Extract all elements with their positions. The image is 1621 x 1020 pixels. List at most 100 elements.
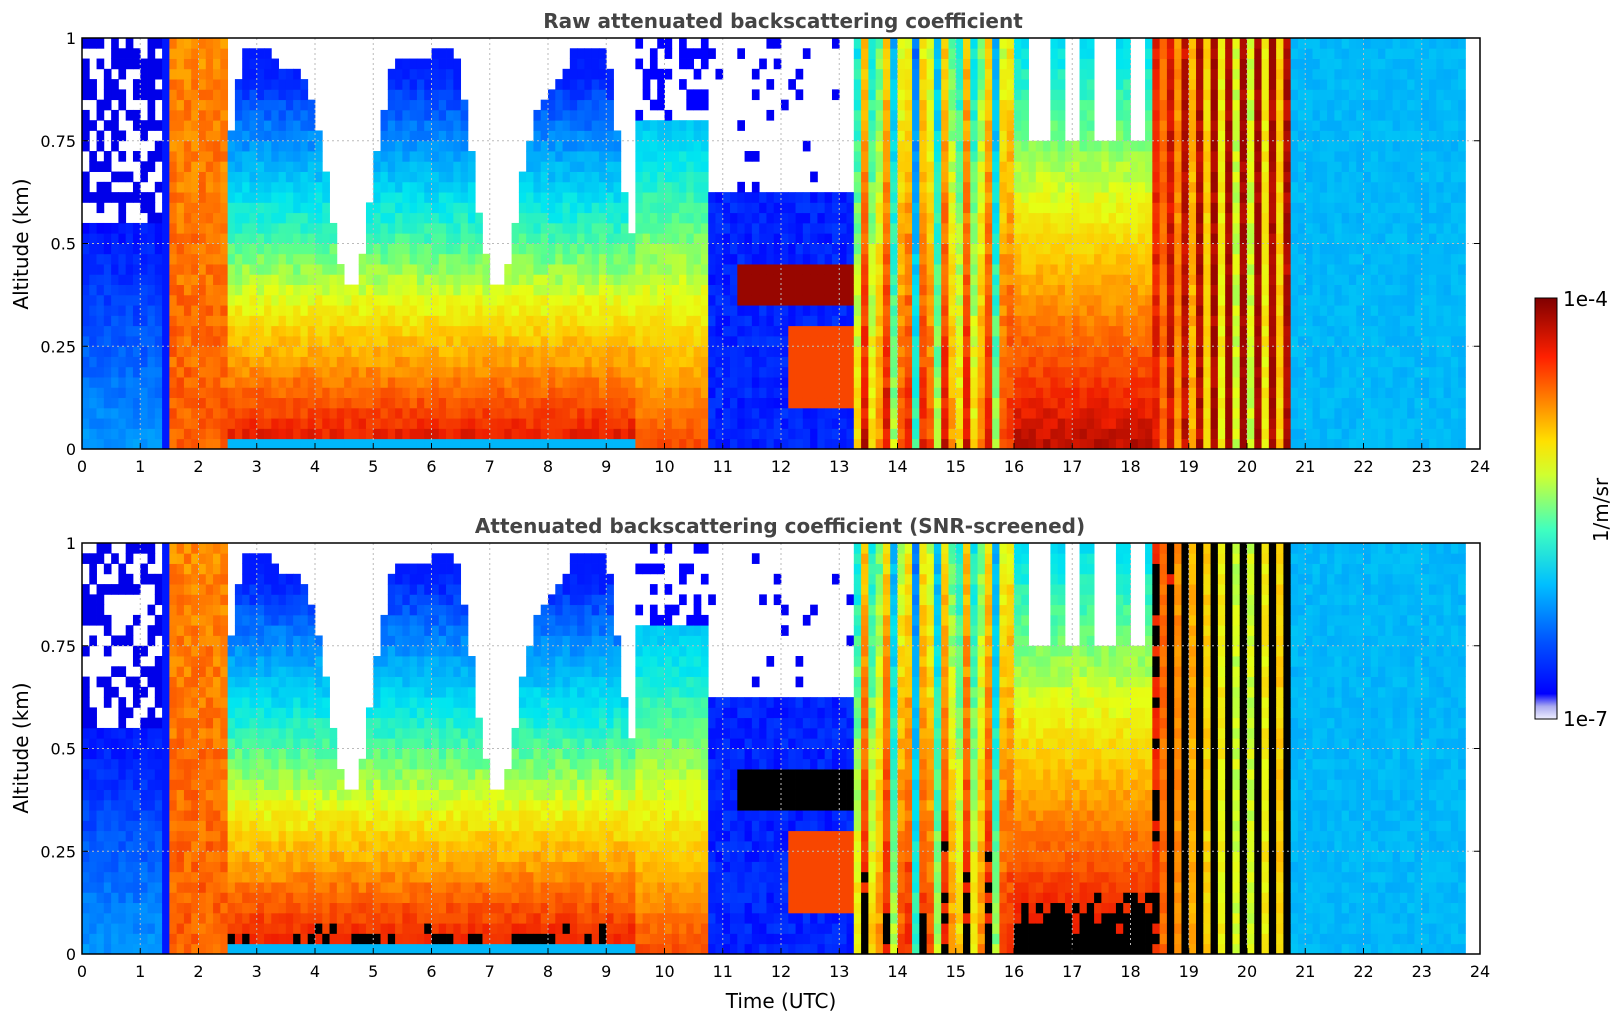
heatmap-cell [285,222,294,234]
heatmap-cell [402,356,411,368]
heatmap-cell [970,315,978,327]
heatmap-cell [999,161,1008,172]
heatmap-cell [875,89,884,101]
heatmap-cell [402,140,411,152]
heatmap-cell [373,202,381,214]
heatmap-cell [438,387,447,399]
heatmap-cell [271,253,279,265]
heatmap-cell [293,407,301,419]
heatmap-cell [824,418,833,429]
heatmap-cell [992,356,1000,368]
heatmap-cell [198,68,207,80]
heatmap-cell [89,264,97,275]
heatmap-cell [132,315,141,327]
heatmap-cell [322,171,330,183]
heatmap-cell [154,325,163,337]
heatmap-cell [424,325,432,337]
heatmap-cell [1108,428,1117,440]
heatmap-cell [1101,284,1110,296]
heatmap-cell [1101,181,1110,193]
heatmap-cell [1035,171,1044,183]
heatmap-cell [649,212,658,224]
heatmap-cell [249,222,258,234]
heatmap-cell [591,243,600,255]
heatmap-cell [249,181,258,193]
heatmap-cell [606,68,614,80]
heatmap-cell [1006,171,1015,183]
heatmap-cell [1108,325,1117,337]
heatmap-cell [977,130,986,142]
heatmap-cell [737,305,745,316]
heatmap-cell [977,305,986,316]
heatmap-cell [176,109,185,121]
heatmap-cell [125,377,134,388]
heatmap-cell [649,68,658,80]
heatmap-cell [562,366,571,378]
heatmap-cell [948,315,957,327]
heatmap-cell [941,274,949,285]
heatmap-cell [1014,428,1022,440]
heatmap-cell [475,356,483,368]
heatmap-cell [278,181,287,193]
heatmap-cell [970,366,978,378]
heatmap-cell [795,356,804,368]
heatmap-cell [213,387,221,399]
heatmap-cell [671,305,680,316]
heatmap-cell [191,120,199,131]
heatmap-cell [773,387,782,399]
heatmap-cell [977,418,986,429]
heatmap-cell [365,397,374,409]
heatmap-cell [154,274,163,285]
heatmap-cell [548,356,556,368]
heatmap-cell [147,407,156,419]
heatmap-cell [431,79,440,90]
heatmap-cell [715,233,724,244]
heatmap-cell [191,428,199,440]
heatmap-cell [613,294,622,306]
heatmap-cell [810,222,818,234]
heatmap-cell [540,192,549,203]
heatmap-cell [1079,79,1088,90]
heatmap-cell [598,222,607,234]
heatmap-cell [402,89,411,101]
heatmap-cell [868,99,877,111]
heatmap-cell [912,140,920,152]
heatmap-cell [693,356,702,368]
heatmap-cell [82,192,90,203]
heatmap-cell [890,233,898,244]
heatmap-cell [271,294,279,306]
heatmap-cell [460,233,469,244]
heatmap-cell [708,377,716,388]
heatmap-cell [1064,387,1073,399]
heatmap-cell [1108,305,1117,316]
heatmap-cell [249,315,258,327]
heatmap-cell [1035,212,1044,224]
heatmap-cell [416,130,425,142]
heatmap-cell [649,438,658,450]
heatmap-cell [649,243,658,255]
heatmap-cell [649,407,658,419]
heatmap-cell [227,222,236,234]
heatmap-cell [293,243,301,255]
heatmap-cell [1159,120,1168,131]
heatmap-cell [373,346,381,357]
heatmap-cell [584,264,593,275]
heatmap-cell [591,438,600,450]
heatmap-cell [395,212,403,224]
heatmap-cell [606,366,614,378]
heatmap-cell [963,356,971,368]
heatmap-cell [999,274,1008,285]
heatmap-cell [96,325,105,337]
heatmap-cell [1130,407,1139,419]
heatmap-cell [387,315,396,327]
heatmap-cell [693,366,702,378]
heatmap-cell [424,346,432,357]
heatmap-cell [1123,38,1131,49]
heatmap-cell [882,48,891,59]
heatmap-cell [875,274,884,285]
heatmap-cell [1072,202,1080,214]
heatmap-cell [882,222,891,234]
heatmap-cell [533,284,542,296]
heatmap-cell [431,366,440,378]
heatmap-cell [103,222,112,234]
